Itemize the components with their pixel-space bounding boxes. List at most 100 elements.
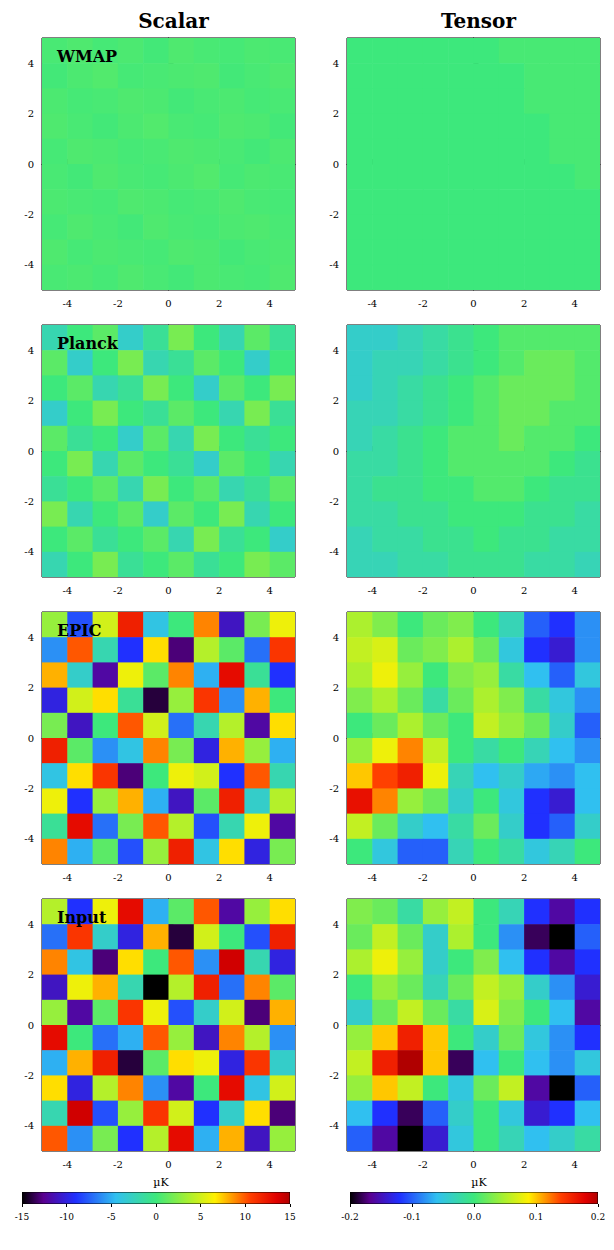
svg-text:-4: -4 [62,298,72,309]
svg-text:0: 0 [165,298,171,309]
svg-text:-4: -4 [367,298,377,309]
svg-text:4: 4 [572,1159,578,1170]
svg-text:2: 2 [28,108,34,119]
svg-text:2: 2 [333,682,339,693]
svg-text:-5: -5 [107,1212,116,1222]
svg-text:-2: -2 [329,783,339,794]
svg-text:2: 2 [333,395,339,406]
svg-text:4: 4 [28,919,34,930]
svg-text:-2: -2 [24,209,34,220]
svg-text:-4: -4 [329,1120,339,1131]
svg-text:-4: -4 [62,1159,72,1170]
svg-text:0: 0 [28,159,34,170]
svg-text:-2: -2 [329,1070,339,1081]
svg-text:-4: -4 [329,259,339,270]
svg-text:4: 4 [572,298,578,309]
svg-text:-2: -2 [418,585,428,596]
svg-text:-4: -4 [24,259,34,270]
svg-text:2: 2 [521,872,527,883]
svg-text:-15: -15 [15,1212,30,1222]
svg-text:2: 2 [216,1159,222,1170]
svg-text:2: 2 [521,585,527,596]
svg-text:0: 0 [333,159,339,170]
svg-text:0.1: 0.1 [529,1212,543,1222]
svg-text:Scalar: Scalar [138,9,209,33]
svg-text:-4: -4 [367,872,377,883]
svg-text:2: 2 [28,682,34,693]
svg-text:4: 4 [333,345,339,356]
svg-text:0: 0 [333,1020,339,1031]
svg-text:0.2: 0.2 [591,1212,605,1222]
svg-text:-4: -4 [62,585,72,596]
svg-text:-4: -4 [24,546,34,557]
svg-text:4: 4 [333,919,339,930]
svg-text:2: 2 [216,872,222,883]
svg-text:-2: -2 [418,298,428,309]
svg-text:-2: -2 [24,1070,34,1081]
svg-text:-2: -2 [24,496,34,507]
svg-text:4: 4 [267,872,273,883]
svg-text:-4: -4 [329,546,339,557]
svg-text:-4: -4 [24,1120,34,1131]
svg-text:2: 2 [521,298,527,309]
svg-text:µK: µK [153,1176,169,1189]
svg-text:-2: -2 [113,1159,123,1170]
svg-text:EPIC: EPIC [57,621,101,640]
svg-text:2: 2 [216,298,222,309]
svg-text:-4: -4 [62,872,72,883]
svg-text:Tensor: Tensor [441,9,516,33]
svg-text:2: 2 [28,395,34,406]
svg-text:0: 0 [470,872,476,883]
svg-text:-2: -2 [418,872,428,883]
svg-text:4: 4 [572,585,578,596]
svg-text:0.0: 0.0 [467,1212,482,1222]
svg-text:4: 4 [28,632,34,643]
svg-text:0: 0 [28,1020,34,1031]
svg-text:2: 2 [333,108,339,119]
svg-text:-2: -2 [113,872,123,883]
svg-text:-2: -2 [24,783,34,794]
svg-text:4: 4 [333,632,339,643]
svg-text:Input: Input [57,908,107,927]
svg-text:-2: -2 [418,1159,428,1170]
svg-text:5: 5 [198,1212,204,1222]
svg-text:4: 4 [28,345,34,356]
svg-text:Planck: Planck [57,334,119,353]
svg-text:2: 2 [333,969,339,980]
svg-text:0: 0 [333,446,339,457]
svg-text:0: 0 [28,733,34,744]
svg-text:10: 10 [240,1212,252,1222]
svg-text:2: 2 [28,969,34,980]
svg-text:4: 4 [28,58,34,69]
svg-text:4: 4 [267,298,273,309]
svg-text:-0.2: -0.2 [341,1212,358,1222]
svg-text:-0.1: -0.1 [403,1212,420,1222]
svg-text:-10: -10 [59,1212,74,1222]
svg-text:0: 0 [165,585,171,596]
svg-text:0: 0 [165,1159,171,1170]
svg-text:0: 0 [470,585,476,596]
svg-text:0: 0 [470,298,476,309]
svg-text:-4: -4 [367,585,377,596]
svg-text:0: 0 [470,1159,476,1170]
svg-text:-4: -4 [24,833,34,844]
svg-text:0: 0 [165,872,171,883]
svg-text:-2: -2 [329,496,339,507]
svg-text:2: 2 [216,585,222,596]
svg-text:4: 4 [333,58,339,69]
svg-text:-2: -2 [329,209,339,220]
svg-text:4: 4 [267,1159,273,1170]
svg-text:4: 4 [267,585,273,596]
svg-text:-2: -2 [113,585,123,596]
svg-text:-4: -4 [329,833,339,844]
svg-text:µK: µK [471,1176,487,1189]
svg-text:0: 0 [333,733,339,744]
svg-text:2: 2 [521,1159,527,1170]
svg-text:-4: -4 [367,1159,377,1170]
svg-text:-2: -2 [113,298,123,309]
svg-text:4: 4 [572,872,578,883]
svg-text:WMAP: WMAP [56,47,117,66]
svg-text:15: 15 [284,1212,296,1222]
svg-text:0: 0 [28,446,34,457]
svg-text:0: 0 [153,1212,159,1222]
